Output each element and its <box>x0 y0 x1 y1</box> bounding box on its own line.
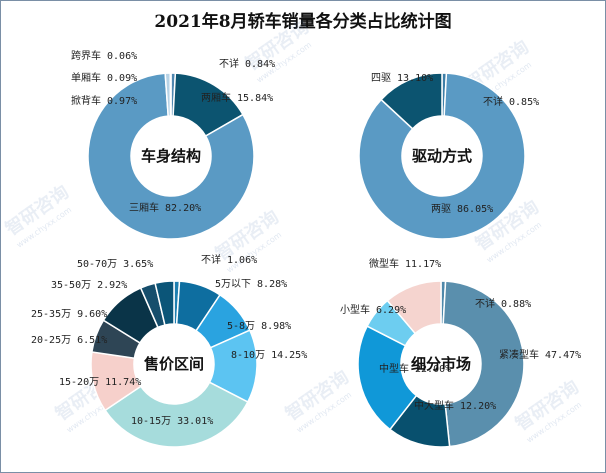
slice-label: 两厢车 15.84% <box>201 91 273 104</box>
slice-label: 10-15万 33.01% <box>131 416 213 427</box>
donut-slice <box>380 72 443 130</box>
slice-label: 中型车 22.00% <box>379 362 451 375</box>
donut-center-label-segment: 细分市场 <box>411 355 471 373</box>
slice-label: 紧凑型车 47.47% <box>499 348 581 361</box>
donut-slice <box>104 381 249 448</box>
donut-body-structure: 不详 0.84% 两厢车 15.84% 三厢车 82.20% 掀背车 0.97% 单厢车… <box>71 49 275 240</box>
slice-label: 四驱 13.10% <box>371 72 433 84</box>
donut-slice <box>358 72 526 240</box>
slice-label: 不详 0.84% <box>219 57 275 70</box>
slice-label: 20-25万 6.51% <box>31 335 107 346</box>
slice-label: 小型车 6.29% <box>340 303 406 316</box>
slice-label: 8-10万 14.25% <box>231 350 307 361</box>
slice-label: 15-20万 11.74% <box>59 377 141 388</box>
donut-market-segment: 不详 0.88% 紧凑型车 47.47% 中大型车 12.20% 中型车 22.00%… <box>340 257 581 448</box>
donut-slice <box>386 280 442 335</box>
chart-title: 2021年8月轿车销量各分类占比统计图 <box>154 12 452 32</box>
donut-slice <box>87 72 255 240</box>
donut-center-label-price: 售价区间 <box>144 355 204 373</box>
slice-label: 35-50万 2.92% <box>51 280 127 291</box>
slice-label: 中大型车 12.20% <box>414 399 496 412</box>
slice-label: 三厢车 82.20% <box>129 201 201 214</box>
donut-slice <box>357 325 418 431</box>
slice-label: 5万以下 8.28% <box>215 279 287 290</box>
slice-label: 5-8万 8.98% <box>227 321 291 332</box>
slice-label: 50-70万 3.65% <box>77 259 153 270</box>
slice-label: 跨界车 0.06% <box>71 49 137 62</box>
donut-drive-type: 不详 0.85% 两驱 86.05% 四驱 13.10% 驱动方式 <box>358 72 539 240</box>
slice-label: 单厢车 0.09% <box>71 71 137 84</box>
donut-center-label-body: 车身结构 <box>141 147 201 165</box>
donut-slice <box>154 280 175 326</box>
slice-label: 不详 0.88% <box>475 297 531 310</box>
slice-label: 不详 0.85% <box>483 95 539 108</box>
slice-label: 不详 1.06% <box>201 253 257 266</box>
donut-center-label-drive: 驱动方式 <box>412 147 472 165</box>
slice-label: 微型车 11.17% <box>369 257 441 270</box>
slice-label: 25-35万 9.60% <box>31 309 107 320</box>
slice-label: 掀背车 0.97% <box>71 94 137 107</box>
donut-price-range: 不详 1.06% 5万以下 8.28% 5-8万 8.98% 8-10万 14.25%… <box>31 253 307 448</box>
slice-label: 两驱 86.05% <box>431 203 493 215</box>
donut-slice <box>442 280 525 448</box>
